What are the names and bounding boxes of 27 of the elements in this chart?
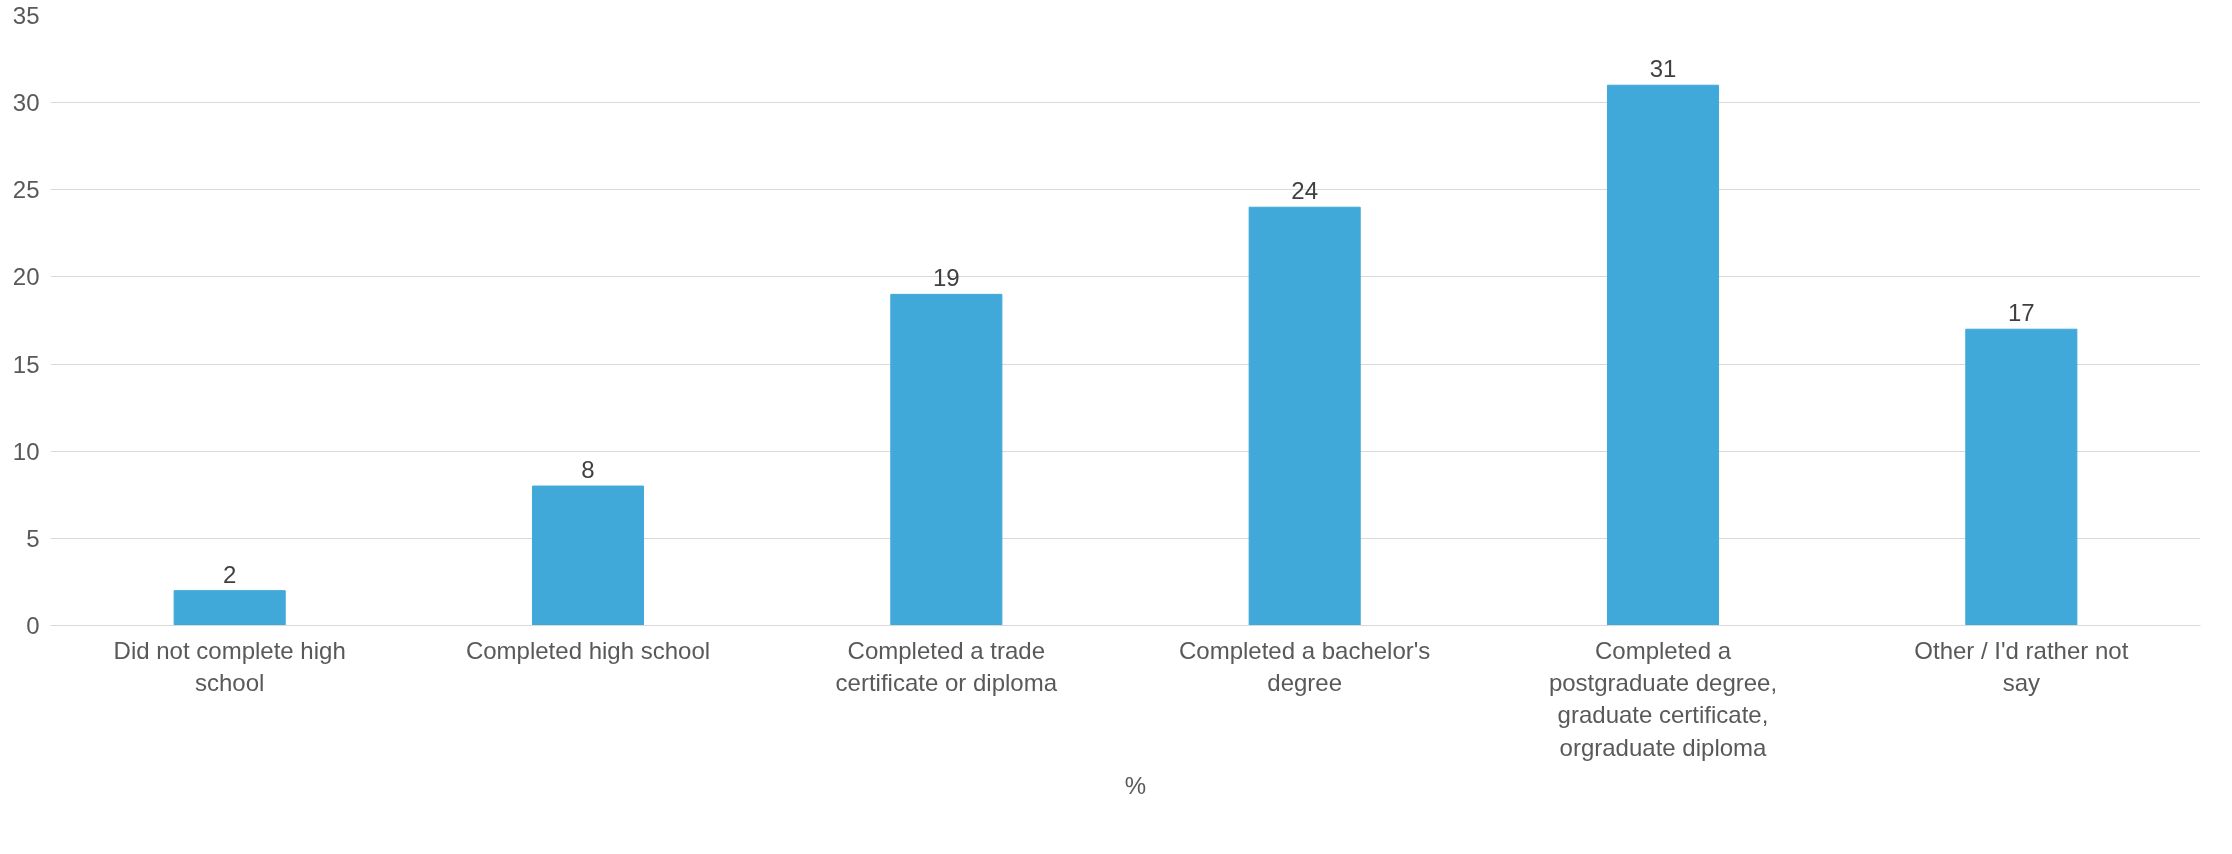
y-tick-label: 20 bbox=[12, 263, 40, 291]
x-tick-label: Completed high school bbox=[465, 636, 711, 664]
text: % bbox=[1124, 771, 1147, 800]
bar bbox=[1606, 84, 1720, 626]
y-tick-label: 30 bbox=[12, 89, 40, 117]
y-tick-label: 15 bbox=[12, 350, 40, 378]
bar bbox=[173, 590, 286, 626]
data-label: 24 bbox=[1291, 177, 1319, 205]
x-tick-label: Did not complete high school bbox=[113, 636, 346, 696]
data-label: 8 bbox=[581, 456, 595, 484]
y-tick-label: 25 bbox=[12, 176, 40, 204]
y-tick-label: 5 bbox=[26, 524, 40, 552]
data-label: 17 bbox=[2007, 299, 2035, 327]
y-tick-label: 35 bbox=[12, 2, 40, 29]
x-tick-label: Completed a postgraduate degree, graduate certificate, orgraduate diploma bbox=[1548, 636, 1778, 761]
data-label: 19 bbox=[932, 264, 960, 292]
bar bbox=[1965, 328, 2078, 626]
data-label: 2 bbox=[222, 560, 237, 588]
x-tick-label: Completed a bachelor's degree bbox=[1178, 636, 1431, 696]
y-tick-label: 0 bbox=[26, 612, 40, 639]
x-tick-label: Other / I'd rather not say bbox=[1914, 636, 2129, 696]
bar bbox=[890, 293, 1003, 626]
bar bbox=[1248, 206, 1361, 626]
bar bbox=[531, 485, 645, 626]
x-tick-label: Completed a trade certificate or diploma bbox=[835, 636, 1058, 696]
data-label: 31 bbox=[1649, 55, 1677, 83]
y-tick-label: 10 bbox=[12, 437, 40, 465]
